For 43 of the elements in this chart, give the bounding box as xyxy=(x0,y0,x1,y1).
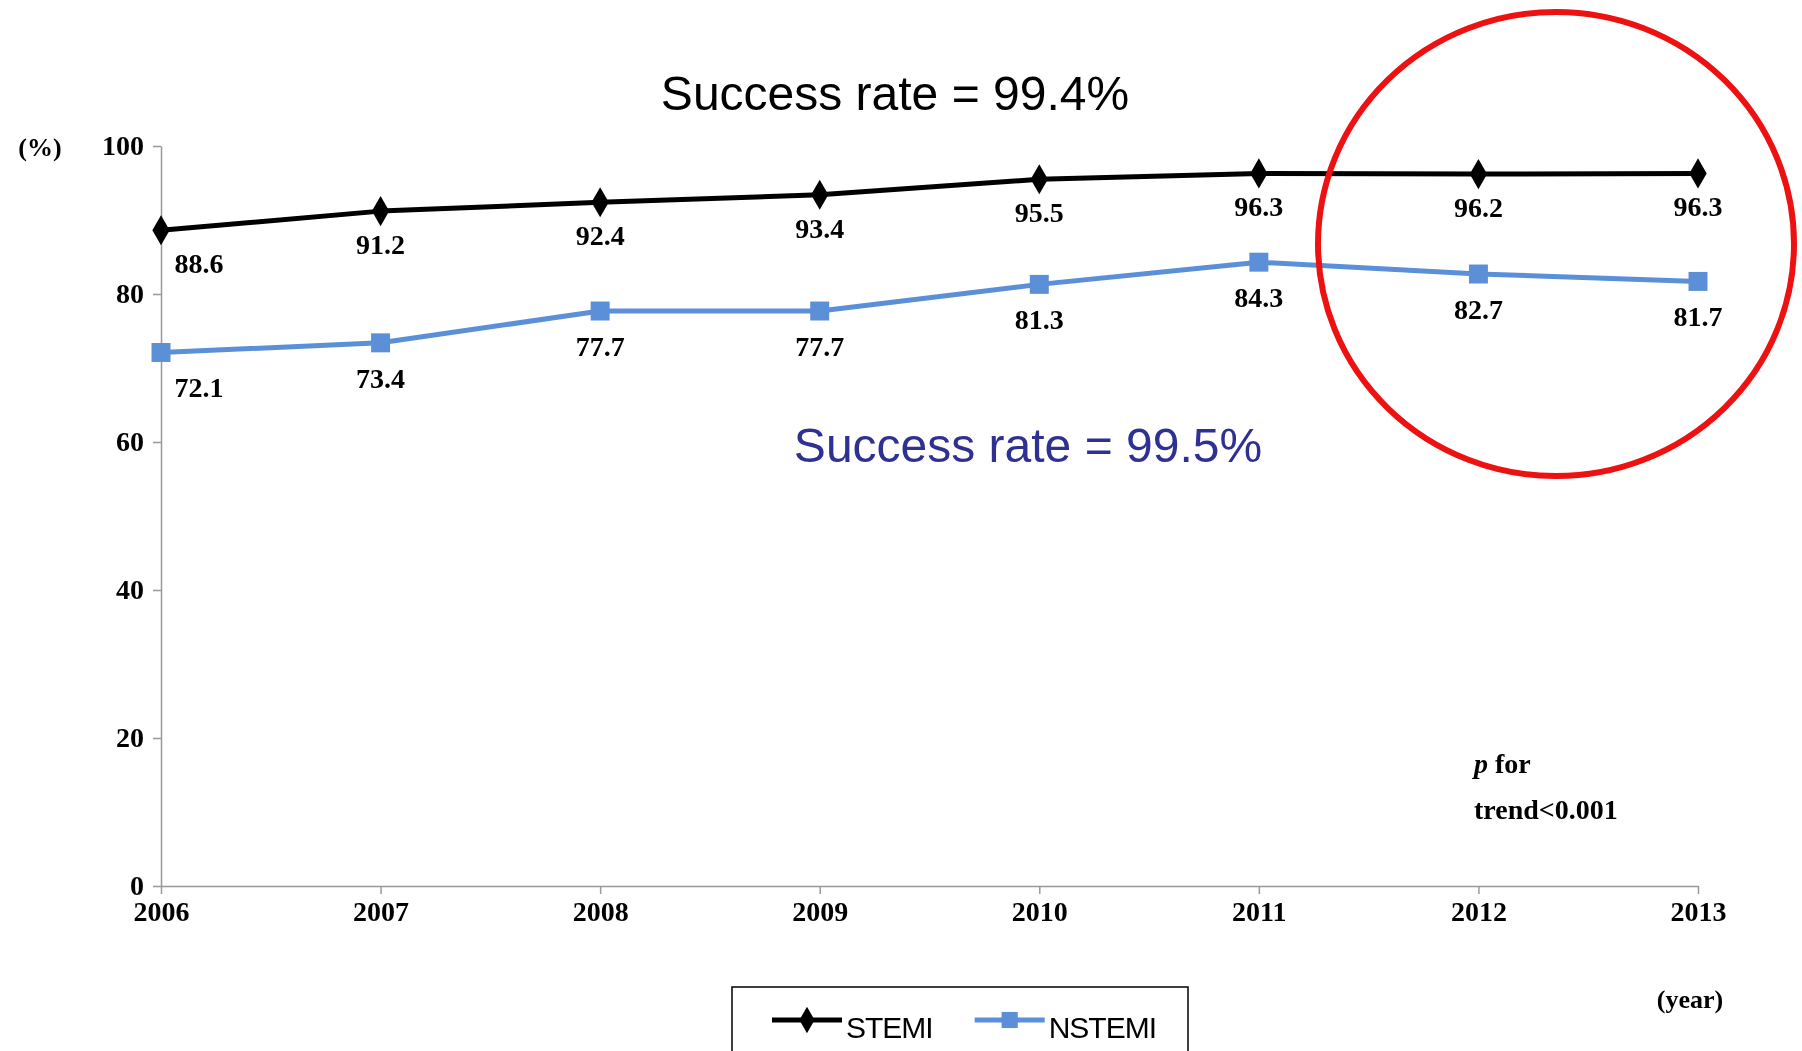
point xyxy=(1249,252,1269,272)
point xyxy=(590,301,610,321)
annotation: Success rate = 99.5% xyxy=(793,419,1263,472)
y-tick-label: 80 xyxy=(116,278,144,310)
data-label: 88.6 xyxy=(174,248,224,280)
x-tick-label: 2008 xyxy=(572,896,629,927)
data-label: 84.3 xyxy=(1234,282,1284,314)
x-tick-label: 2013 xyxy=(1670,896,1727,927)
point xyxy=(810,301,830,321)
text: Success rate = 99.4% xyxy=(660,67,1130,120)
annotation: p for trend<0.001 xyxy=(1472,748,1618,825)
legend-label: STEMI xyxy=(846,1011,933,1044)
y-tick-label: 20 xyxy=(116,722,144,754)
data-label: 93.4 xyxy=(795,212,845,244)
point xyxy=(1688,271,1708,291)
data-label: 96.3 xyxy=(1673,191,1723,223)
x-axis-title: (year) xyxy=(1656,985,1724,1014)
y-axis-title: (%) xyxy=(18,133,62,162)
data-label: 92.4 xyxy=(575,220,625,252)
data-label: 95.5 xyxy=(1014,197,1064,229)
data-label: 77.7 xyxy=(575,331,625,363)
data-label: 81.7 xyxy=(1673,301,1723,333)
x-tick-label: 2010 xyxy=(1011,896,1068,927)
x-tick-label: 2012 xyxy=(1450,896,1507,927)
point xyxy=(151,342,171,362)
legend-label: NSTEMI xyxy=(1048,1011,1157,1044)
data-label: 91.2 xyxy=(356,229,406,261)
data-label: 82.7 xyxy=(1453,294,1503,326)
point xyxy=(1029,274,1049,294)
point xyxy=(1468,264,1488,284)
data-label: 72.1 xyxy=(174,372,224,404)
data-label: 73.4 xyxy=(356,362,406,394)
y-tick-label: 100 xyxy=(102,130,144,162)
data-label: 96.2 xyxy=(1453,192,1503,224)
point xyxy=(371,333,391,353)
y-tick-label: 60 xyxy=(116,426,144,458)
data-label: 96.3 xyxy=(1234,191,1284,223)
data-label: 81.3 xyxy=(1014,304,1064,336)
x-tick-label: 2007 xyxy=(353,896,410,927)
data-label: 77.7 xyxy=(795,331,845,363)
y-tick-label: 40 xyxy=(116,574,144,606)
x-tick-label: 2009 xyxy=(792,896,849,927)
x-tick-label: 2011 xyxy=(1232,896,1287,927)
